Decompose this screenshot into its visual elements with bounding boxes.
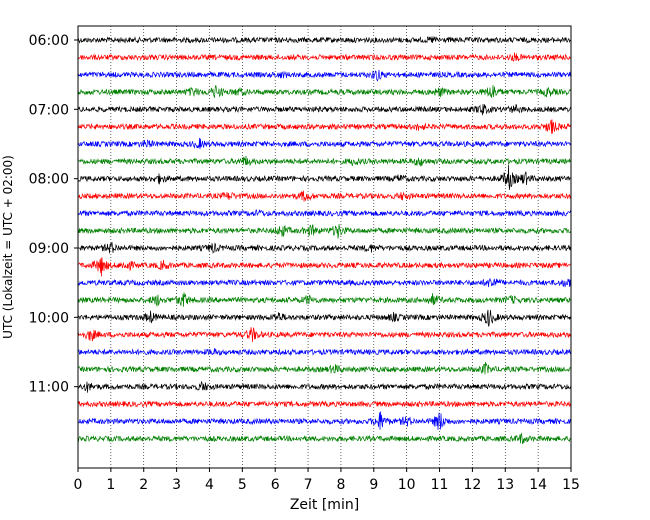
x-axis-label: Zeit [min] bbox=[290, 497, 359, 513]
trace-row-0615 bbox=[77, 52, 572, 62]
x-tick-label: 7 bbox=[304, 477, 313, 493]
x-tick-label: 13 bbox=[496, 477, 514, 493]
seismic-traces bbox=[77, 35, 572, 445]
trace-row-0730 bbox=[77, 137, 572, 150]
x-tick-label: 15 bbox=[562, 477, 580, 493]
trace-row-1115 bbox=[77, 400, 572, 408]
trace-row-0845 bbox=[77, 224, 572, 239]
trace-row-0915 bbox=[77, 257, 572, 277]
x-tick-label: 2 bbox=[139, 477, 148, 493]
y-tick-label: 10:00 bbox=[29, 310, 69, 326]
trace-row-0630 bbox=[77, 69, 572, 82]
trace-row-0930 bbox=[77, 277, 572, 288]
trace-row-1030 bbox=[77, 348, 572, 356]
y-tick-label: 09:00 bbox=[29, 241, 69, 257]
x-tick-label: 3 bbox=[172, 477, 181, 493]
trace-row-0815 bbox=[77, 190, 572, 202]
y-axis-ticks: 06:00 07:00 08:00 09:00 10:00 11:00 bbox=[29, 33, 78, 396]
x-tick-label: 4 bbox=[205, 477, 214, 493]
x-tick-label: 14 bbox=[529, 477, 547, 493]
y-tick-label: 07:00 bbox=[29, 102, 69, 118]
trace-row-1145 bbox=[77, 432, 572, 445]
trace-row-0830 bbox=[77, 209, 572, 218]
trace-row-0945 bbox=[77, 292, 572, 307]
x-tick-label: 10 bbox=[398, 477, 416, 493]
x-tick-label: 9 bbox=[369, 477, 378, 493]
y-tick-label: 06:00 bbox=[29, 33, 69, 49]
y-tick-label: 08:00 bbox=[29, 172, 69, 188]
x-tick-label: 12 bbox=[463, 477, 481, 493]
trace-row-1130 bbox=[77, 411, 572, 430]
y-axis-label: UTC (Lokalzeit = UTC + 02:00) bbox=[1, 155, 15, 339]
trace-row-0645 bbox=[77, 84, 572, 98]
x-tick-label: 11 bbox=[431, 477, 449, 493]
trace-row-0800 bbox=[77, 164, 572, 190]
plot-frame bbox=[77, 25, 572, 469]
x-axis-ticks: 0 1 2 3 4 5 6 7 8 9 10 11 12 13 14 15 bbox=[74, 468, 580, 493]
trace-row-0715 bbox=[77, 119, 572, 134]
trace-row-0745 bbox=[77, 155, 572, 167]
trace-row-1000 bbox=[77, 309, 572, 327]
trace-row-0700 bbox=[77, 103, 572, 116]
x-tick-label: 0 bbox=[74, 477, 83, 493]
trace-row-0900 bbox=[77, 242, 572, 254]
x-tick-label: 8 bbox=[336, 477, 345, 493]
x-tick-label: 5 bbox=[238, 477, 247, 493]
x-tick-label: 6 bbox=[271, 477, 280, 493]
trace-row-1015 bbox=[77, 327, 572, 342]
trace-row-1100 bbox=[77, 380, 572, 393]
trace-row-1045 bbox=[77, 361, 572, 375]
trace-row-0600 bbox=[77, 35, 572, 44]
y-tick-label: 11:00 bbox=[29, 380, 69, 396]
x-tick-label: 1 bbox=[106, 477, 115, 493]
